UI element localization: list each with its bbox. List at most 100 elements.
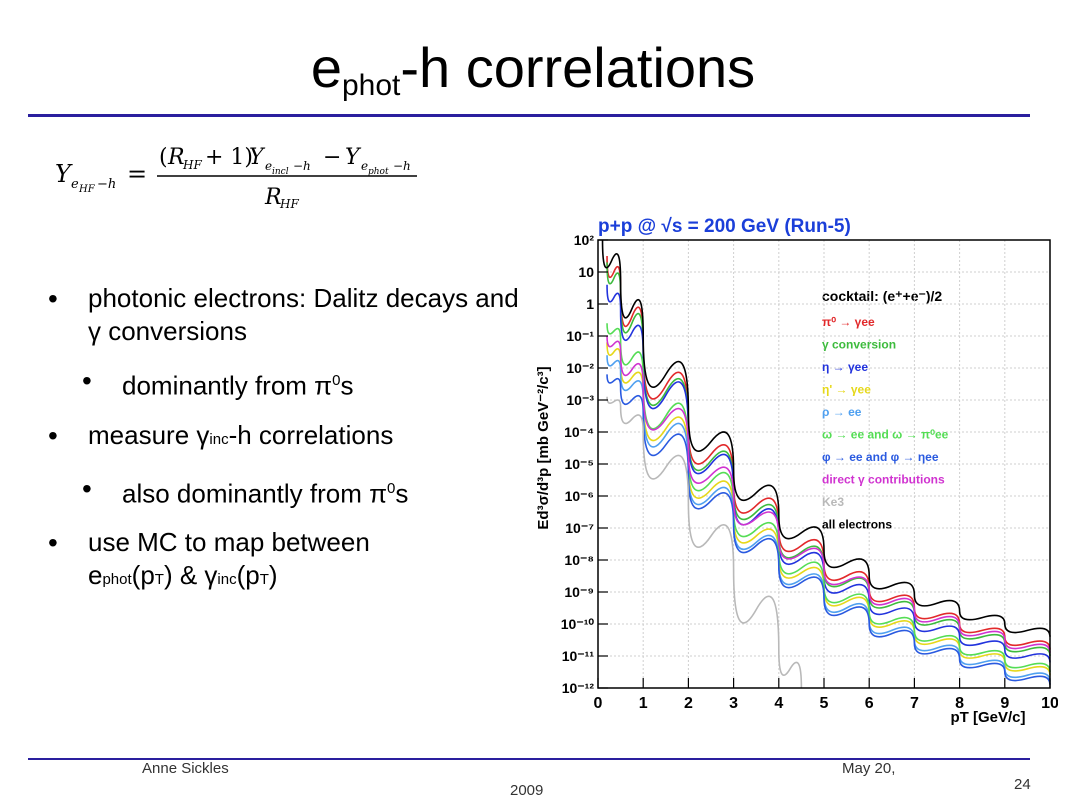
bullet-subscript-t: T [154,571,164,589]
legend-entry: ρ → ee [822,405,862,419]
x-tick-label: 10 [1041,695,1058,712]
bullet-dot: • [82,365,92,396]
legend-entry: φ → ee and φ → ηee [822,450,939,464]
electron-cocktail-chart: p+p @ √s = 200 GeV (Run-5) Ed³σ/d³p [mb … [528,208,1058,744]
x-tick-label: 6 [865,695,874,712]
y-tick-label: 10⁻⁸ [564,552,594,568]
svg-text:+ 1): + 1) [205,145,253,170]
legend-entry: η → γee [822,360,868,374]
svg-text:R: R [264,185,282,210]
series-line [606,396,803,689]
bullet-dot: • [48,527,58,559]
bullet-item: • measure γinc-h correlations [48,419,528,456]
footer-author: Anne Sickles [142,760,229,777]
y-tick-label: 10⁻³ [566,392,594,408]
bullet-text-p2: (p [236,560,260,591]
bullet-list: • photonic electrons: Dalitz decays and … [48,282,528,612]
svg-text:−h: −h [97,177,116,192]
bullet-text-p: (p [131,560,155,591]
y-tick-label: 10⁻⁵ [564,456,594,472]
bullet-text-gamma: ) & γ [163,560,218,591]
bullet-superscript: 0 [387,479,396,497]
y-tick-label: 10⁻⁶ [565,488,594,504]
svg-text:HF: HF [78,184,96,195]
footer-date-year: 2009 [510,782,544,799]
svg-text:incl: incl [272,167,289,177]
bullet-text: photonic electrons: Dalitz decays and γ … [88,283,519,346]
y-tick-label: 10⁻² [566,360,594,376]
svg-text:−h: −h [293,159,311,173]
bullet-text-suffix: -h correlations [228,419,394,450]
series-line [606,335,1051,653]
bullet-dot: • [82,472,92,504]
chart-axes: 0 1 2 3 4 5 6 7 8 9 10 10² 10 1 10⁻¹ 10⁻² 10⁻³ 10⁻⁴ 10⁻⁵ 10… [561,232,1058,712]
y-tick-label: 10⁻¹¹ [562,648,595,664]
bullet-text: use MC to map between [88,527,370,558]
legend-entry: γ conversion [822,338,896,352]
title-subscript: phot [341,69,401,102]
chart-legend: π⁰ → γee γ conversion η → γee η' → γee ρ → e… [822,315,949,532]
formula-equation: Y e HF −h = ( R HF + 1) Y e incl −h − Y … [55,145,417,210]
y-tick-label: 10⁻⁴ [564,424,594,440]
bullet-subscript: inc [209,430,229,448]
bullet-dot: • [48,283,58,314]
x-tick-label: 1 [639,695,648,712]
bullet-text: measure γ [88,419,210,450]
y-tick-label: 10⁻¹² [562,680,595,696]
bullet-item: • use MC to map between ephot(pT) & γinc… [48,526,528,596]
y-tick-label: 10 [578,264,594,280]
title-underline [28,114,1030,117]
legend-entry: Ke3 [822,495,844,509]
series-line [606,374,1051,685]
svg-text:Y: Y [345,145,362,170]
title-main: e [310,36,342,99]
svg-text:phot: phot [368,167,389,177]
svg-text:=: = [127,160,147,188]
legend-title: cocktail: (e⁺+e⁻)/2 [822,288,942,304]
x-tick-label: 9 [1000,695,1009,712]
svg-text:e: e [71,177,79,192]
page-number: 24 [1014,776,1031,793]
chart-y-axis-label: Ed³σ/d³p [mb GeV⁻²/c³] [535,366,552,529]
series-line [601,239,1051,637]
bullet-text: also dominantly from π [122,478,388,509]
bullet-item: • dominantly from π0s [82,364,528,403]
chart-title: p+p @ √s = 200 GeV (Run-5) [598,216,851,237]
svg-text:(: ( [159,145,168,170]
slide-title: ephot-h correlations [0,36,1066,118]
bullet-subscript-t2: T [259,571,269,589]
x-tick-label: 0 [594,695,603,712]
y-tick-label: 1 [586,296,594,312]
svg-text:HF: HF [279,197,299,210]
bullet-dot: • [48,419,58,451]
legend-entry: ω → ee and ω → π⁰ee [822,428,949,442]
bullet-superscript: 0 [332,372,341,389]
x-tick-label: 5 [820,695,829,712]
bullet-text: dominantly from π [122,370,333,401]
bullet-text-suffix: s [395,478,409,509]
bullet-subscript-inc: inc [217,571,237,589]
x-tick-label: 8 [955,695,964,712]
svg-text:−: − [323,145,341,170]
y-tick-label: 10⁻⁹ [564,584,594,600]
legend-entry: η' → γee [822,383,871,397]
svg-text:R: R [167,145,185,170]
svg-text:Y: Y [55,160,73,188]
y-tick-label: 10⁻⁷ [565,520,594,536]
bullet-text-close: ) [268,560,278,591]
legend-entry: direct γ contributions [822,473,945,487]
bullet-item: • also dominantly from π0s [82,472,528,511]
legend-entry: π⁰ → γee [822,315,875,329]
bullet-text-e: e [88,560,103,591]
y-tick-label: 10² [574,232,595,248]
title-rest: -h correlations [400,36,756,99]
bullet-text-suffix: s [340,370,354,401]
bullet-subscript-phot: phot [102,571,132,589]
x-tick-label: 7 [910,695,919,712]
svg-text:e: e [265,159,272,173]
y-tick-label: 10⁻¹ [566,328,594,344]
chart-curves [601,239,1051,689]
x-tick-label: 3 [729,695,738,712]
chart-x-axis-label: pT [GeV/c] [950,709,1025,726]
svg-text:e: e [361,159,368,173]
